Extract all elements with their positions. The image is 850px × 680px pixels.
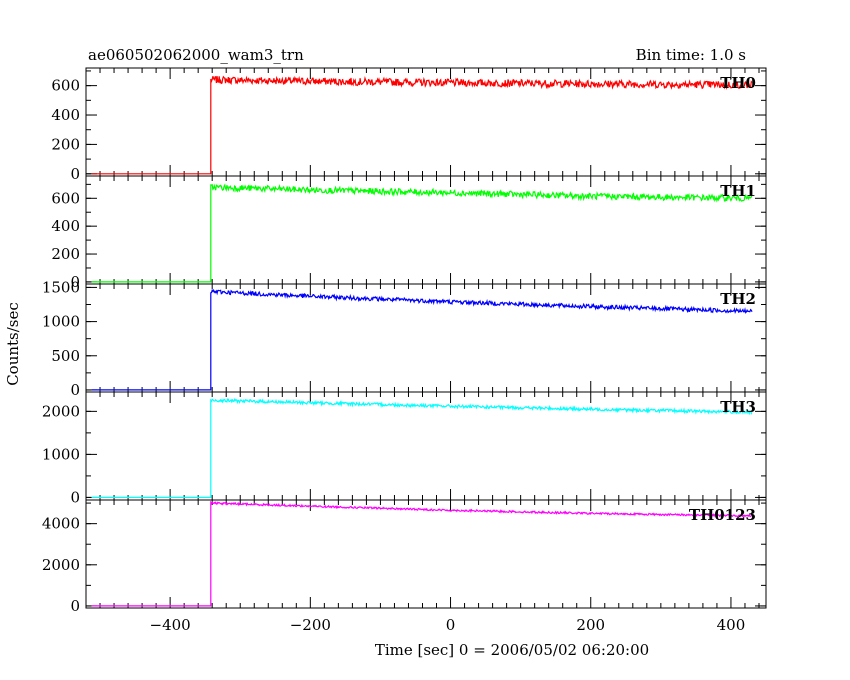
lightcurve-th2 xyxy=(91,288,753,391)
panel-frame-th2 xyxy=(85,283,767,393)
panel-frame-th0123 xyxy=(85,499,767,609)
panel-label-th0: TH0 xyxy=(720,74,756,92)
chart-title: ae060502062000_wam3_trn xyxy=(88,46,304,64)
y-tick-label: 200 xyxy=(51,245,80,263)
x-tick-label: 0 xyxy=(446,616,456,634)
lightcurve-th0 xyxy=(91,75,753,175)
y-tick-label: 200 xyxy=(51,135,80,153)
y-tick-label: 600 xyxy=(51,189,80,207)
x-tick-label: 400 xyxy=(717,616,746,634)
panel-label-th3: TH3 xyxy=(720,398,756,416)
bin-time-label: Bin time: 1.0 s xyxy=(636,46,746,64)
x-tick-label: 200 xyxy=(576,616,605,634)
y-tick-label: 1000 xyxy=(42,445,80,463)
x-tick-label: −400 xyxy=(150,616,191,634)
y-tick-label: 0 xyxy=(70,597,80,615)
x-tick-label: −200 xyxy=(290,616,331,634)
lightcurve-th1 xyxy=(91,183,753,283)
y-tick-label: 1000 xyxy=(42,313,80,331)
x-axis-label: Time [sec] 0 = 2006/05/02 06:20:00 xyxy=(375,641,649,659)
y-tick-label: 500 xyxy=(51,347,80,365)
y-tick-label: 400 xyxy=(51,106,80,124)
y-tick-label: 400 xyxy=(51,217,80,235)
y-axis-label: Counts/sec xyxy=(4,302,22,386)
y-tick-label: 0 xyxy=(70,273,80,291)
y-tick-label: 0 xyxy=(70,165,80,183)
y-tick-label: 0 xyxy=(70,381,80,399)
y-tick-label: 600 xyxy=(51,77,80,95)
y-tick-label: 4000 xyxy=(42,515,80,533)
y-tick-label: 0 xyxy=(70,488,80,506)
panel-label-th1: TH1 xyxy=(720,182,756,200)
panel-label-th0123: TH0123 xyxy=(689,506,756,524)
y-tick-label: 2000 xyxy=(42,402,80,420)
y-tick-label: 1500 xyxy=(42,278,80,296)
panels-group: 0 200 400 600 TH0 0 200 400 600 TH1 0 500 1000 1500 TH… xyxy=(42,67,767,634)
y-tick-label: 2000 xyxy=(42,556,80,574)
panel-label-th2: TH2 xyxy=(720,290,756,308)
lightcurve-th0123 xyxy=(91,500,753,607)
panel-frame-th3 xyxy=(85,391,767,501)
lightcurve-th3 xyxy=(91,398,753,498)
